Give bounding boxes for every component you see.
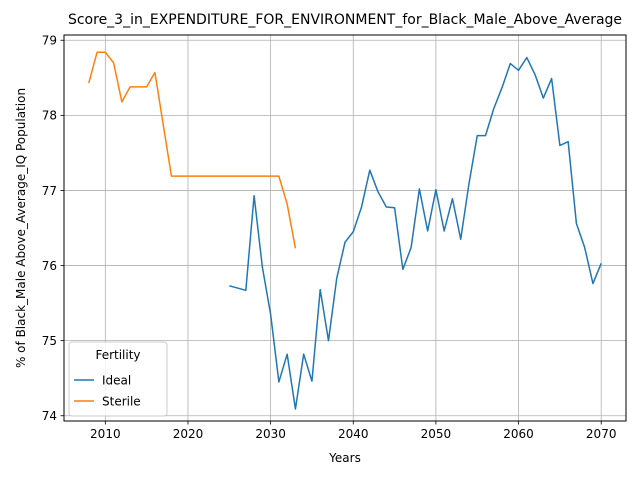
- series-line-sterile: [88, 51, 297, 249]
- legend-box: [68, 341, 168, 417]
- x-axis-label: Years: [328, 451, 361, 465]
- y-tick-label: 79: [42, 34, 57, 48]
- y-tick-label: 76: [42, 259, 57, 273]
- y-tick-label: 78: [42, 109, 57, 123]
- legend-entries: Ideal Sterile: [74, 373, 141, 408]
- y-tick-label: 75: [42, 334, 57, 348]
- x-tick-label: 2010: [90, 427, 121, 441]
- series-line-ideal: [229, 56, 602, 410]
- x-tick-label: 2070: [586, 427, 617, 441]
- x-tick-label: 2040: [338, 427, 369, 441]
- axis-ticks: 2010 2020 2030 2040 2050 2060 2070 74 75 76 77 78 79: [42, 34, 617, 441]
- plot-area-frame: [63, 34, 627, 422]
- x-tick-label: 2050: [421, 427, 452, 441]
- chart-title: Score_3_in_EXPENDITURE_FOR_ENVIRONMENT_f…: [68, 12, 622, 28]
- legend-title: Fertility: [95, 348, 140, 362]
- y-axis-label: % of Black_Male Above_Average_IQ Populat…: [14, 88, 28, 368]
- x-tick-label: 2060: [503, 427, 534, 441]
- legend: Fertility Ideal Sterile: [68, 341, 168, 417]
- x-tick-label: 2020: [173, 427, 204, 441]
- x-tick-label: 2030: [255, 427, 286, 441]
- legend-label-ideal: Ideal: [102, 373, 131, 387]
- series-lines: [88, 51, 602, 410]
- y-tick-label: 74: [42, 409, 57, 423]
- legend-label-sterile: Sterile: [102, 394, 141, 408]
- y-tick-label: 77: [42, 184, 57, 198]
